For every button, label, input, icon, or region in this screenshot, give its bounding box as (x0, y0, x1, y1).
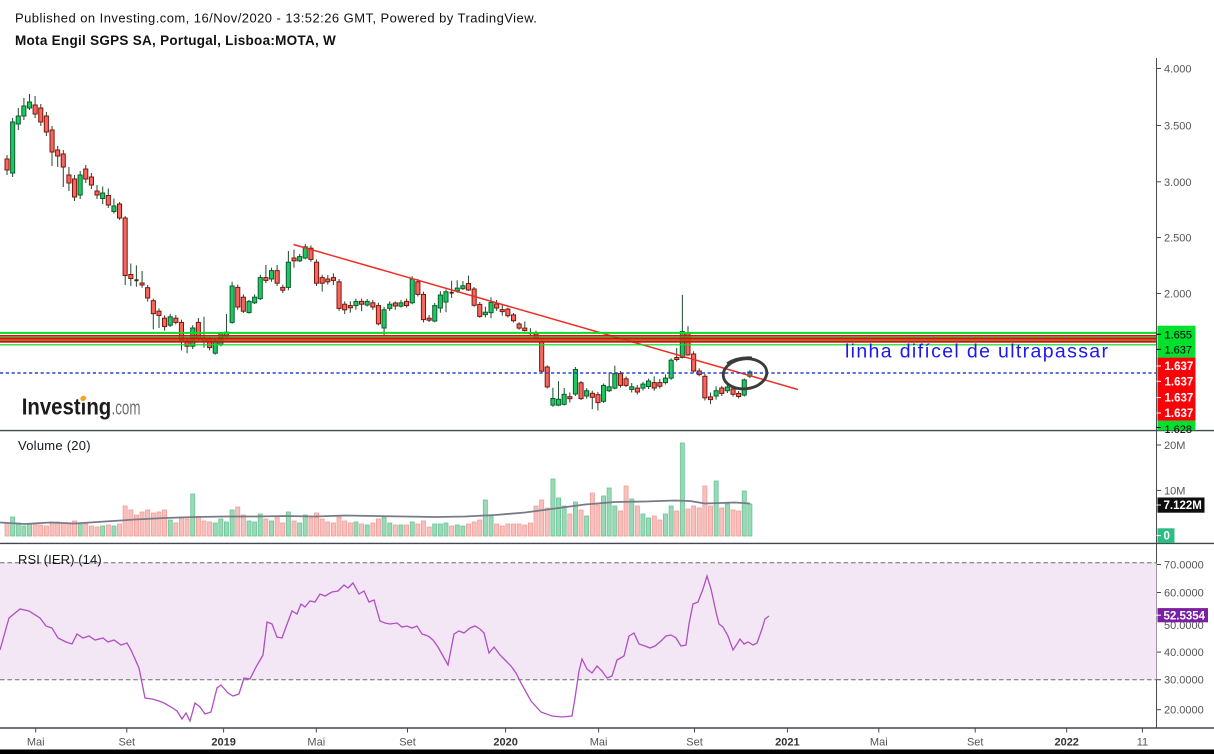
svg-text:Set: Set (967, 737, 984, 749)
svg-text:2.500: 2.500 (1164, 233, 1192, 245)
svg-text:.com: .com (112, 398, 141, 420)
svg-text:70.0000: 70.0000 (1164, 560, 1204, 572)
svg-text:Mai: Mai (307, 737, 325, 749)
svg-text:Volume (20): Volume (20) (18, 438, 91, 453)
svg-text:2020: 2020 (493, 737, 517, 749)
svg-text:3.500: 3.500 (1164, 121, 1192, 133)
svg-text:Mai: Mai (27, 737, 45, 749)
svg-text:20.0000: 20.0000 (1164, 705, 1204, 717)
svg-text:linha difícel de ultrapassar: linha difícel de ultrapassar (845, 341, 1109, 363)
svg-text:7.122M: 7.122M (1164, 500, 1202, 512)
svg-text:1.637: 1.637 (1165, 408, 1194, 420)
svg-text:RSI (IER) (14): RSI (IER) (14) (18, 552, 102, 567)
svg-text:Published on Investing.com, 16: Published on Investing.com, 16/Nov/2020 … (15, 11, 537, 26)
svg-text:30.0000: 30.0000 (1164, 675, 1204, 687)
svg-text:Set: Set (119, 737, 136, 749)
svg-text:Set: Set (399, 737, 416, 749)
svg-text:2019: 2019 (211, 737, 235, 749)
svg-text:60.0000: 60.0000 (1164, 588, 1204, 600)
svg-text:50.0000: 50.0000 (1164, 620, 1204, 632)
svg-text:4.000: 4.000 (1164, 64, 1192, 76)
svg-text:1.637: 1.637 (1165, 393, 1194, 405)
svg-text:1.637: 1.637 (1165, 361, 1194, 373)
svg-text:1.637: 1.637 (1165, 344, 1193, 356)
svg-text:40.0000: 40.0000 (1164, 647, 1204, 659)
svg-text:1.655: 1.655 (1165, 329, 1193, 341)
svg-text:10M: 10M (1164, 485, 1185, 497)
svg-text:Investing: Investing (22, 394, 112, 420)
svg-text:Mota Engil SGPS SA, Portugal,: Mota Engil SGPS SA, Portugal, Lisboa:MOT… (15, 33, 336, 48)
svg-text:11: 11 (1137, 737, 1148, 749)
svg-text:Mai: Mai (590, 737, 608, 749)
svg-text:20M: 20M (1164, 440, 1185, 452)
svg-text:2021: 2021 (775, 737, 799, 749)
svg-text:3.000: 3.000 (1164, 177, 1192, 189)
svg-text:Set: Set (686, 737, 703, 749)
svg-text:52.5354: 52.5354 (1164, 610, 1206, 622)
svg-text:1.637: 1.637 (1165, 376, 1194, 388)
svg-text:Mai: Mai (870, 737, 888, 749)
svg-text:2.000: 2.000 (1164, 289, 1192, 301)
svg-text:2022: 2022 (1054, 737, 1078, 749)
svg-text:1.628: 1.628 (1165, 424, 1193, 436)
svg-text:0: 0 (1164, 531, 1170, 543)
